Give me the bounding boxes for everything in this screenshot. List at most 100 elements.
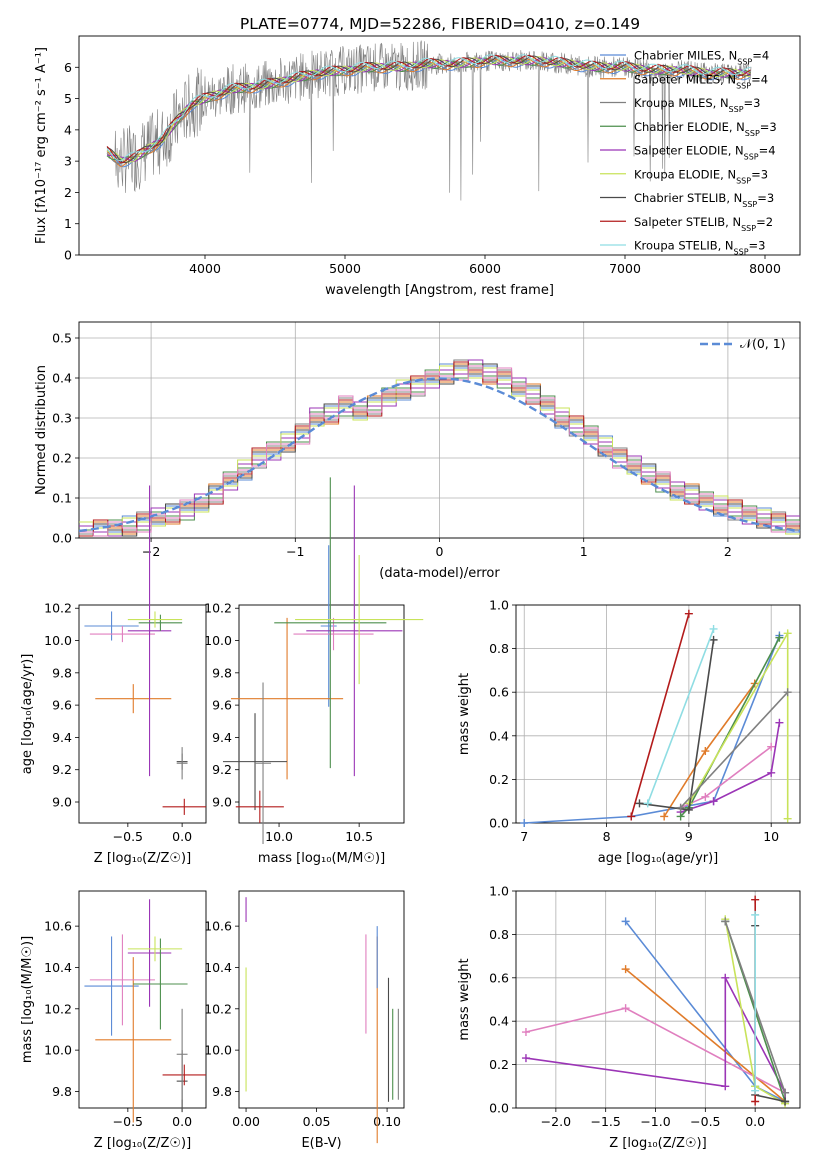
x-tick-label: 10.0	[265, 829, 293, 844]
y-tick-label: 5	[64, 91, 72, 106]
x-tick-label: −2	[142, 544, 160, 559]
y-tick-label: 10.6	[44, 919, 72, 934]
x-tick-label: 9	[685, 829, 693, 844]
weight-marker	[751, 910, 760, 919]
weight-marker	[709, 624, 718, 633]
y-tick-label: 10.6	[204, 919, 232, 934]
weight-line-4	[680, 722, 781, 813]
y-tick-label: 10.4	[44, 960, 72, 975]
y-tick-label: 10.2	[44, 1001, 72, 1016]
y-tick-label: 9.8	[212, 665, 232, 680]
y-axis-label: age [log₁₀(age/yr)]	[20, 654, 35, 775]
panel-spectrum: 4000 5000 6000 7000 8000 0 1 2 3 4 5 6 wavelength [A…	[34, 35, 801, 298]
panel-residuals: −2 −1 0 1 2 0.0 0.1 0.2 0.3 0.4 0.5 (data-model)/er…	[34, 321, 801, 581]
weight-marker	[709, 797, 718, 806]
legend-entry: Kroupa STELIB, NSSP=3	[634, 239, 765, 257]
model-spectrum-9	[106, 54, 751, 162]
observed-spectrum	[106, 40, 752, 201]
x-tick-label: 1	[580, 544, 588, 559]
legend-entry: Kroupa ELODIE, NSSP=3	[634, 167, 768, 185]
y-tick-label: 9.6	[212, 698, 232, 713]
y-tick-label: 0.5	[52, 331, 72, 346]
legend-entry: Kroupa MILES, NSSP=3	[634, 96, 760, 114]
y-tick-label: 3	[64, 154, 72, 169]
y-tick-label: 0.2	[52, 451, 72, 466]
y-tick-label: 0.0	[489, 1101, 509, 1116]
weight-marker	[751, 1086, 760, 1095]
axes-frame	[238, 890, 405, 1109]
x-tick-label: 7000	[609, 261, 641, 276]
y-axis-label: Normed distribution	[34, 365, 49, 495]
x-tick-label: 0.0	[172, 829, 192, 844]
y-tick-label: 0.8	[489, 641, 509, 656]
y-tick-label: 0.4	[489, 1014, 509, 1029]
axes-frame	[515, 890, 801, 1109]
weight-marker	[660, 812, 669, 821]
weight-marker	[783, 688, 792, 697]
x-axis-label: wavelength [Angstrom, rest frame]	[325, 283, 554, 298]
legend-entry: Chabrier ELODIE, NSSP=3	[634, 120, 777, 138]
y-tick-label: 0.2	[489, 772, 509, 787]
y-tick-label: 1	[64, 216, 72, 231]
panel-age-vs-Z: −0.5 0.0 9.0 9.2 9.4 9.6 9.8 10.0 10.2 Z [log₁₀(Z…	[20, 485, 207, 866]
weight-marker	[627, 812, 636, 821]
x-tick-label: −0.5	[113, 1114, 143, 1129]
x-tick-label: 0	[436, 544, 444, 559]
x-tick-label: 0.10	[373, 1114, 401, 1129]
weight-marker	[781, 1088, 790, 1097]
legend-entry: 𝒩(0, 1)	[740, 336, 786, 351]
axes-frame	[78, 890, 207, 1109]
x-tick-label: −1	[286, 544, 304, 559]
weight-marker	[721, 917, 730, 926]
legend-entry: Chabrier STELIB, NSSP=3	[634, 191, 774, 209]
y-axis-label: mass [log₁₀(M/M☉)]	[20, 936, 35, 1063]
axes-frame	[78, 604, 207, 824]
x-tick-label: 0.05	[303, 1114, 331, 1129]
weight-marker	[521, 1028, 530, 1037]
y-tick-label: 9.0	[212, 795, 232, 810]
weight-marker	[676, 803, 685, 812]
weight-marker	[721, 1082, 730, 1091]
y-tick-label: 9.2	[212, 762, 232, 777]
y-axis-label: Flux [fλ10⁻¹⁷ erg cm⁻² s⁻¹ A⁻¹]	[34, 47, 49, 244]
x-tick-label: 8000	[749, 261, 781, 276]
y-tick-label: 1.0	[489, 884, 509, 899]
weight-line-7	[754, 925, 786, 1103]
legend-entry: Chabrier MILES, NSSP=4	[634, 49, 769, 67]
y-tick-label: 0.0	[52, 531, 72, 546]
weight-line-6	[688, 630, 789, 819]
weight-marker	[676, 812, 685, 821]
weight-marker	[643, 799, 652, 808]
weight-marker	[783, 814, 792, 823]
weight-marker	[783, 629, 792, 638]
weight-marker	[751, 1097, 760, 1106]
x-axis-label: E(B-V)	[301, 1136, 341, 1151]
x-tick-label: −1.5	[591, 1114, 621, 1129]
weight-marker	[621, 1004, 630, 1013]
y-tick-label: 10.2	[204, 601, 232, 616]
axes-frame	[238, 604, 405, 824]
legend-entry: Salpeter MILES, NSSP=4	[634, 72, 768, 90]
y-tick-label: 10.0	[204, 1043, 232, 1058]
x-tick-label: 8	[603, 829, 611, 844]
weight-marker	[521, 1054, 530, 1063]
y-axis-label: mass weight	[457, 673, 472, 755]
y-tick-label: 10.2	[44, 601, 72, 616]
x-tick-label: −0.5	[113, 829, 143, 844]
weight-marker	[721, 973, 730, 982]
legend: Chabrier MILES, NSSP=4 Salpeter MILES, NS…	[600, 49, 777, 257]
y-tick-label: 0.6	[489, 685, 509, 700]
x-axis-label: age [log₁₀(age/yr)]	[598, 851, 719, 866]
y-tick-label: 9.6	[52, 698, 72, 713]
axes-frame	[78, 35, 801, 256]
legend-entry: Salpeter STELIB, NSSP=2	[634, 215, 773, 233]
weight-marker	[621, 965, 630, 974]
y-tick-label: 1.0	[489, 598, 509, 613]
weight-marker	[635, 799, 644, 808]
weight-marker	[709, 635, 718, 644]
panel-mass-vs-ebv: 0.00 0.05 0.10 9.8 10.0 10.2 10.4 10.6 E(B-V)	[204, 890, 405, 1151]
weight-marker	[684, 609, 693, 618]
weight-line-2	[663, 683, 756, 817]
